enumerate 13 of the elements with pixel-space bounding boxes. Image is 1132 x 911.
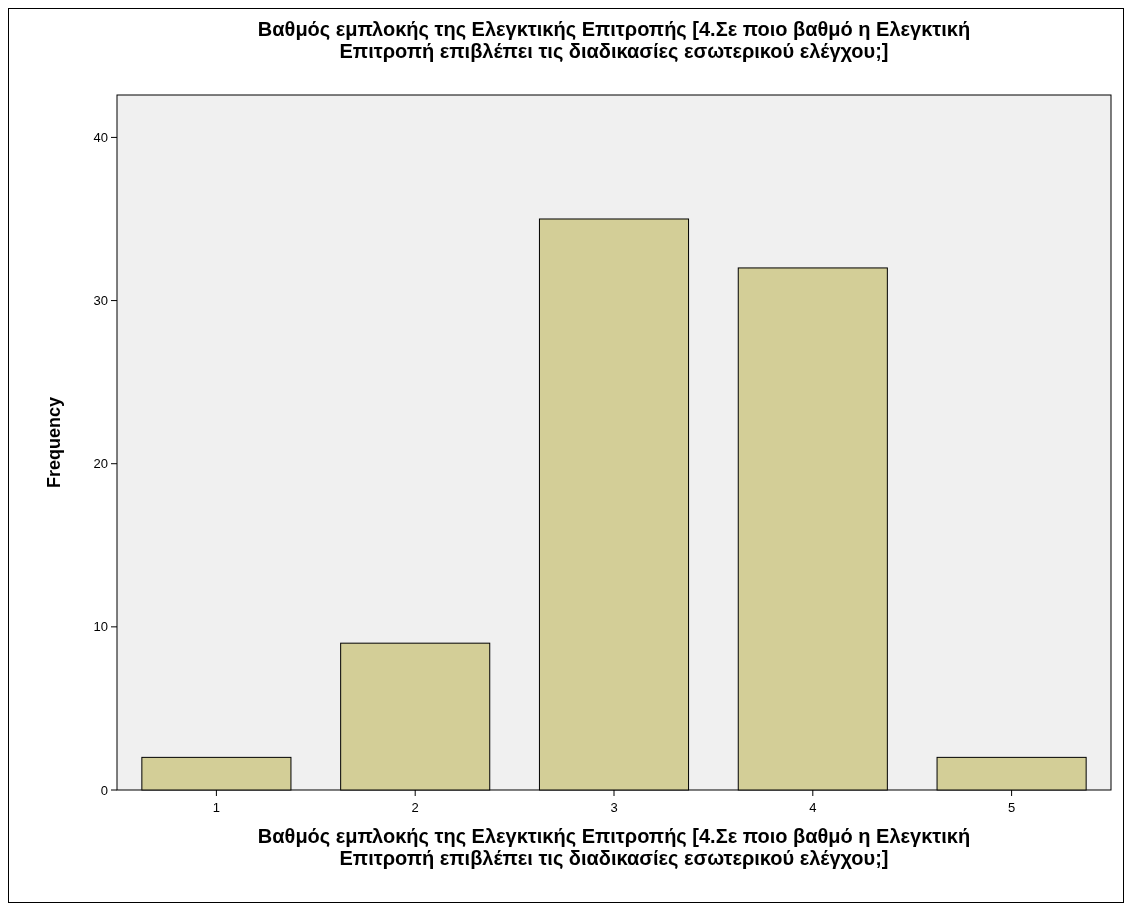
x-tick-label: 4 [809,800,817,815]
x-tick-label: 1 [212,800,221,815]
y-axis-title: Frequency [44,396,64,489]
y-tick-label: 40 [93,129,108,145]
y-tick-label: 20 [93,456,108,472]
y-tick-label: 10 [93,619,108,635]
chart-title: Βαθμός εμπλοκής της Ελεγκτικής Επιτροπής [4.Σε ποιο βαθμό η Ελεγκτική Επιτροπή επιβλέπει τις διαδικασίες εσωτερικού ελέγχου;] [257,18,971,62]
y-tick-label: 30 [93,293,108,309]
y-tick-label: 0 [100,782,108,798]
x-tick-label: 5 [1007,800,1016,815]
x-tick-label: 2 [411,800,419,815]
x-axis-title: Βαθμός εμπλοκής της Ελεγκτικής Επιτροπής [4.Σε ποιο βαθμό η Ελεγκτική Επιτροπή επιβλέπει τις διαδικασίες εσωτερικού ελέγχου;] [257,825,971,869]
x-tick-label: 3 [610,800,618,815]
